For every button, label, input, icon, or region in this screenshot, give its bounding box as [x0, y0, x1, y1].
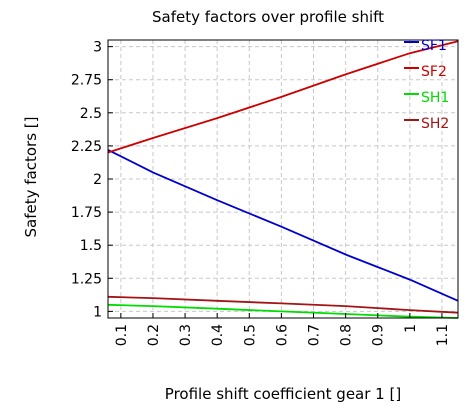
series-line-sf1	[107, 149, 459, 302]
legend-label-sh2: SH2	[421, 116, 449, 132]
x-tick-label: 0.2	[146, 324, 162, 346]
tick-layer: 0.1 0.2 0.3 0.4 0.5 0.6 0.7 0.8 0.9 1 1.1 1 1.25 1.5 1…	[71, 40, 451, 347]
y-tick-label: 1.75	[71, 205, 102, 221]
y-tick-label: 3	[93, 40, 102, 56]
x-tick-label: 0.3	[178, 324, 194, 346]
legend: SF1 SF2 SH1 SH2	[404, 38, 449, 132]
x-tick-label: 0.6	[274, 324, 290, 346]
series-line-sh2	[107, 295, 459, 314]
y-tick-label: 1	[93, 304, 102, 320]
y-tick-label: 1.5	[80, 238, 102, 254]
y-tick-label: 2.5	[80, 106, 102, 122]
x-tick-label: 1.1	[435, 324, 451, 346]
grid-layer	[108, 40, 458, 318]
legend-label-sh1: SH1	[421, 90, 449, 106]
y-tick-label: 2	[93, 172, 102, 188]
legend-label-sf2: SF2	[421, 64, 447, 80]
x-tick-label: 0.9	[371, 324, 387, 346]
y-axis-label: Safety factors []	[22, 117, 40, 238]
x-tick-label: 0.5	[242, 324, 258, 346]
chart-title: Safety factors over profile shift	[152, 8, 384, 26]
series-line-sf2	[107, 40, 459, 154]
y-tick-label: 1.25	[71, 271, 102, 287]
y-tick-label: 2.25	[71, 139, 102, 155]
x-tick-label: 0.1	[114, 324, 130, 346]
x-axis-label: Profile shift coefficient gear 1 []	[165, 385, 401, 403]
legend-label-sf1: SF1	[421, 38, 447, 54]
series-layer	[107, 40, 459, 319]
x-tick-label: 1	[403, 324, 419, 333]
x-tick-label: 0.8	[339, 324, 355, 346]
y-tick-label: 2.75	[71, 73, 102, 89]
x-tick-label: 0.7	[307, 324, 323, 346]
x-tick-label: 0.4	[210, 324, 226, 346]
